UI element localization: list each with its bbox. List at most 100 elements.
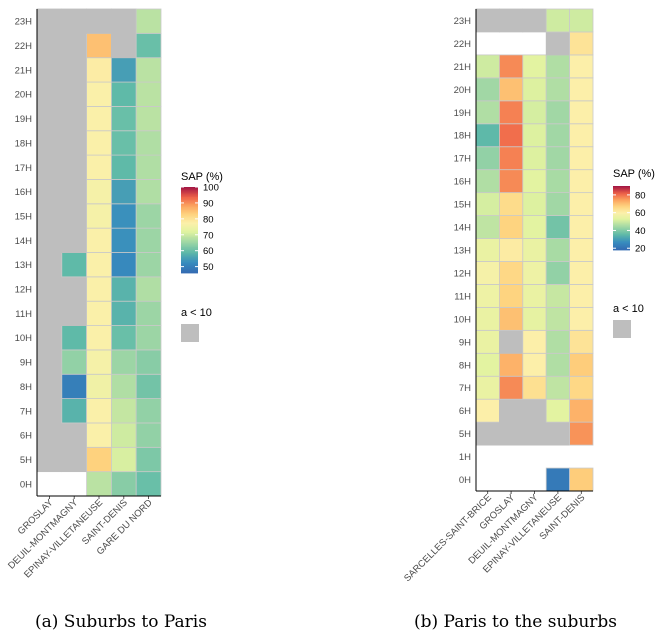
- heatmap-cell: [61, 32, 87, 59]
- heatmap-cell: [569, 329, 594, 354]
- legend-gradient-segment: [181, 214, 198, 217]
- legend-gradient-segment: [181, 187, 198, 189]
- heatmap-cell: [36, 276, 63, 302]
- legend-gradient-segment: [181, 192, 198, 195]
- y-tick-label: 18H: [454, 131, 472, 142]
- heatmap-cell: [36, 446, 63, 473]
- y-tick-label: 18H: [15, 138, 33, 149]
- heatmap-cell: [86, 325, 112, 351]
- legend-gradient-segment: [613, 197, 630, 200]
- y-tick-label: 17H: [454, 154, 472, 165]
- heatmap-cell: [36, 57, 63, 83]
- y-tick-label: 12H: [454, 268, 472, 279]
- heatmap-cell: [111, 32, 137, 59]
- legend-gradient-segment: [181, 212, 198, 215]
- legend-gradient-segment: [613, 199, 630, 202]
- heatmap-cell: [61, 373, 87, 400]
- heatmap-cell: [86, 179, 112, 205]
- y-tick-label: 12H: [15, 285, 33, 296]
- heatmap-cell: [545, 77, 571, 102]
- legend-gradient-segment: [613, 196, 630, 199]
- legend-gradient-segment: [181, 204, 198, 207]
- heatmap-cell: [545, 192, 571, 216]
- heatmap-cell: [475, 8, 500, 33]
- heatmap-cell: [569, 31, 594, 56]
- legend-gradient-segment: [613, 223, 630, 225]
- y-axis-hour-labels: 0H 1H 5H 6H 7H 8H 9H 10H 11H 12H 13H 14H 15H 16H 17H 18…: [454, 16, 472, 486]
- heatmap-cell: [569, 306, 594, 331]
- heatmap-cell: [36, 227, 63, 253]
- heatmap-cell: [545, 352, 571, 377]
- legend-gradient-segment: [613, 192, 630, 194]
- heatmap-cell: [569, 192, 594, 216]
- heatmap-cell: [475, 146, 500, 171]
- legend-gradient-segment: [613, 191, 630, 193]
- heatmap-cell: [111, 106, 137, 132]
- y-tick-label: 23H: [15, 17, 33, 28]
- heatmap-cell: [86, 106, 112, 132]
- heatmap-cell: [569, 8, 594, 33]
- heatmap-cell: [498, 421, 524, 446]
- legend-gradient-segment: [181, 232, 198, 235]
- heatmap-cell: [111, 373, 137, 400]
- heatmap-cell: [111, 300, 137, 326]
- heatmap-cell: [61, 106, 87, 132]
- y-tick-label: 21H: [454, 62, 472, 73]
- heatmap-cell: [36, 81, 63, 107]
- heatmap-cell: [111, 203, 137, 229]
- legend-gradient-segment: [181, 228, 198, 231]
- legend-gradient-segment: [181, 205, 198, 208]
- heatmap-cell: [111, 325, 137, 351]
- heatmap-cell: [545, 375, 571, 400]
- legend-gradient-segment: [613, 225, 630, 227]
- legend-gradient-segment: [613, 210, 630, 212]
- legend-gradient-segment: [181, 244, 198, 247]
- heatmap-cell: [86, 422, 112, 448]
- heatmap-cell: [61, 422, 87, 448]
- heatmap-cell: [61, 325, 87, 351]
- x-axis-station-labels: SARCELLES-SAINT-BRICEGROSLAYDEUIL-MONTMA…: [402, 491, 587, 584]
- legend-gradient-segment: [613, 206, 630, 208]
- legend-gradient-segment: [613, 203, 630, 205]
- legend-gradient-segment: [613, 198, 630, 201]
- heatmap-cell: [545, 146, 571, 171]
- y-tick-label: 0H: [459, 475, 471, 486]
- heatmap-cell: [569, 261, 594, 285]
- y-tick-label: 13H: [454, 246, 472, 257]
- heatmap-cell: [86, 203, 112, 229]
- legend-gradient-segment: [613, 213, 630, 216]
- heatmap-cell: [475, 238, 500, 262]
- heatmap-cell: [61, 276, 87, 302]
- heatmap-cell: [569, 123, 594, 148]
- y-tick-label: 7H: [20, 406, 32, 417]
- heatmap-cell: [545, 329, 571, 354]
- legend-gradient-segment: [613, 208, 630, 210]
- heatmap-cell: [86, 373, 112, 400]
- legend-tick-label: 20: [635, 244, 646, 255]
- legend-gradient-segment: [181, 262, 198, 265]
- y-tick-label: 5H: [20, 455, 32, 466]
- legend-gradient-segment: [181, 201, 198, 204]
- heatmap-cell: [475, 169, 500, 194]
- y-tick-label: 1H: [459, 452, 471, 463]
- heatmap-cell: [569, 77, 594, 102]
- legend-gradient-segment: [181, 264, 198, 267]
- legend-gradient-segment: [181, 258, 198, 261]
- heatmap-cell: [498, 398, 524, 423]
- heatmap-cell: [61, 227, 87, 253]
- heatmap-cells: [36, 8, 162, 497]
- legend-gradient-segment: [613, 226, 630, 228]
- legend-gradient-segment: [181, 215, 198, 218]
- legend-gradient-segment: [613, 224, 630, 226]
- heatmap-cell: [475, 77, 500, 102]
- legend-gradient-segment: [181, 219, 198, 222]
- heatmap-cell: [135, 8, 162, 34]
- heatmap-cell: [498, 238, 524, 262]
- legend-gradient-segment: [613, 207, 630, 209]
- legend-gradient-segment: [613, 244, 630, 247]
- x-tick-label: SARCELLES-SAINT-BRICE: [402, 492, 494, 584]
- heatmap-cell: [569, 467, 594, 492]
- y-tick-label: 20H: [15, 90, 33, 101]
- y-tick-label: 16H: [454, 177, 472, 188]
- heatmap-cell: [135, 179, 162, 205]
